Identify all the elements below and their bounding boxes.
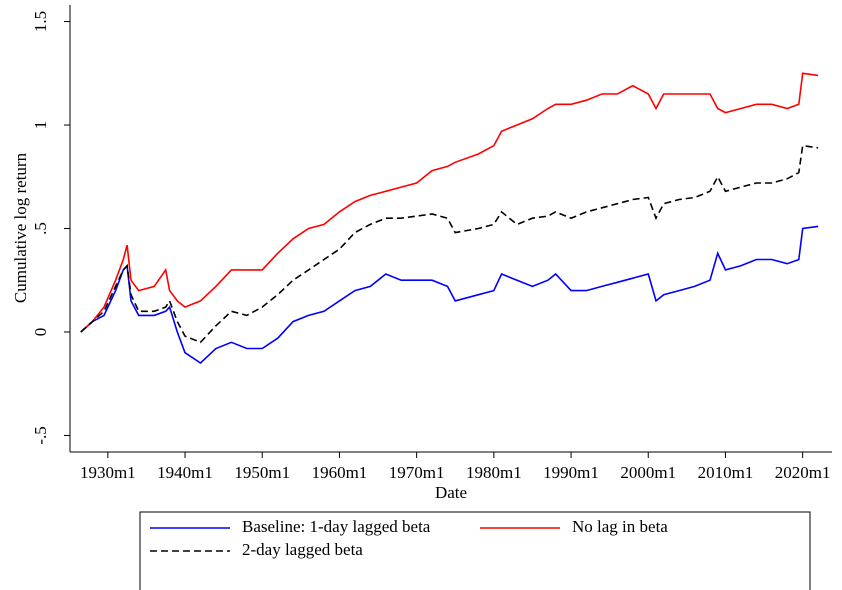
x-tick-label: 1950m1 — [234, 463, 290, 482]
y-axis-title: Cumulative log return — [11, 152, 30, 303]
y-tick-label: 0 — [31, 328, 50, 337]
x-tick-label: 1970m1 — [389, 463, 445, 482]
x-tick-label: 1940m1 — [157, 463, 213, 482]
x-tick-label: 1990m1 — [543, 463, 599, 482]
y-tick-label: 1.5 — [31, 11, 50, 32]
legend-box — [139, 511, 811, 590]
x-tick-label: 2010m1 — [698, 463, 754, 482]
legend-label: Baseline: 1-day lagged beta — [242, 517, 431, 536]
x-tick-label: 2020m1 — [775, 463, 831, 482]
y-tick-label: 1 — [31, 121, 50, 129]
legend-label: 2-day lagged beta — [242, 540, 363, 559]
series-line — [80, 72, 819, 333]
x-tick-label: 1930m1 — [80, 463, 136, 482]
x-tick-label: 2000m1 — [620, 463, 676, 482]
y-tick-label: .5 — [31, 222, 50, 235]
legend-label: No lag in beta — [572, 517, 668, 536]
series-line — [80, 144, 819, 344]
x-tick-label: 1980m1 — [466, 463, 522, 482]
x-axis-title: Date — [435, 483, 467, 502]
series-line — [80, 225, 819, 365]
x-tick-label: 1960m1 — [312, 463, 368, 482]
y-tick-label: -.5 — [31, 426, 50, 444]
